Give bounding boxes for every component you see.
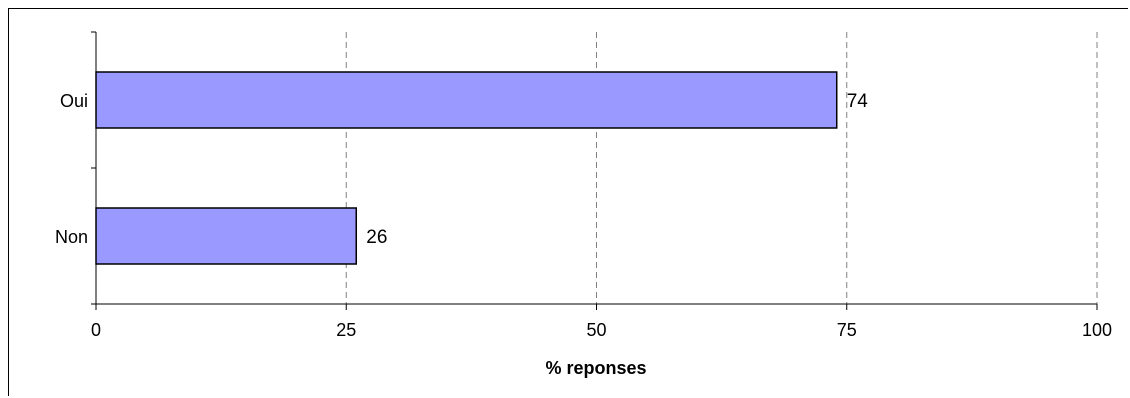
chart-frame <box>8 8 1128 396</box>
bars <box>95 71 838 265</box>
x-tick-label: 25 <box>336 320 356 340</box>
labels: 0 25 50 75 100 Oui 74 Non 26 <box>55 91 1112 340</box>
x-axis-title: % reponses <box>545 358 646 378</box>
bar-non <box>95 207 358 265</box>
data-label: 26 <box>366 227 387 248</box>
y-category-label: Non <box>55 227 88 247</box>
x-tick-label: 100 <box>1082 320 1112 340</box>
data-label: 74 <box>847 91 869 112</box>
x-tick-label: 50 <box>586 320 606 340</box>
x-tick-label: 0 <box>91 320 101 340</box>
axes <box>91 31 1098 310</box>
y-category-label: Oui <box>60 91 88 111</box>
bar-oui <box>95 71 838 129</box>
x-tick-label: 75 <box>837 320 857 340</box>
